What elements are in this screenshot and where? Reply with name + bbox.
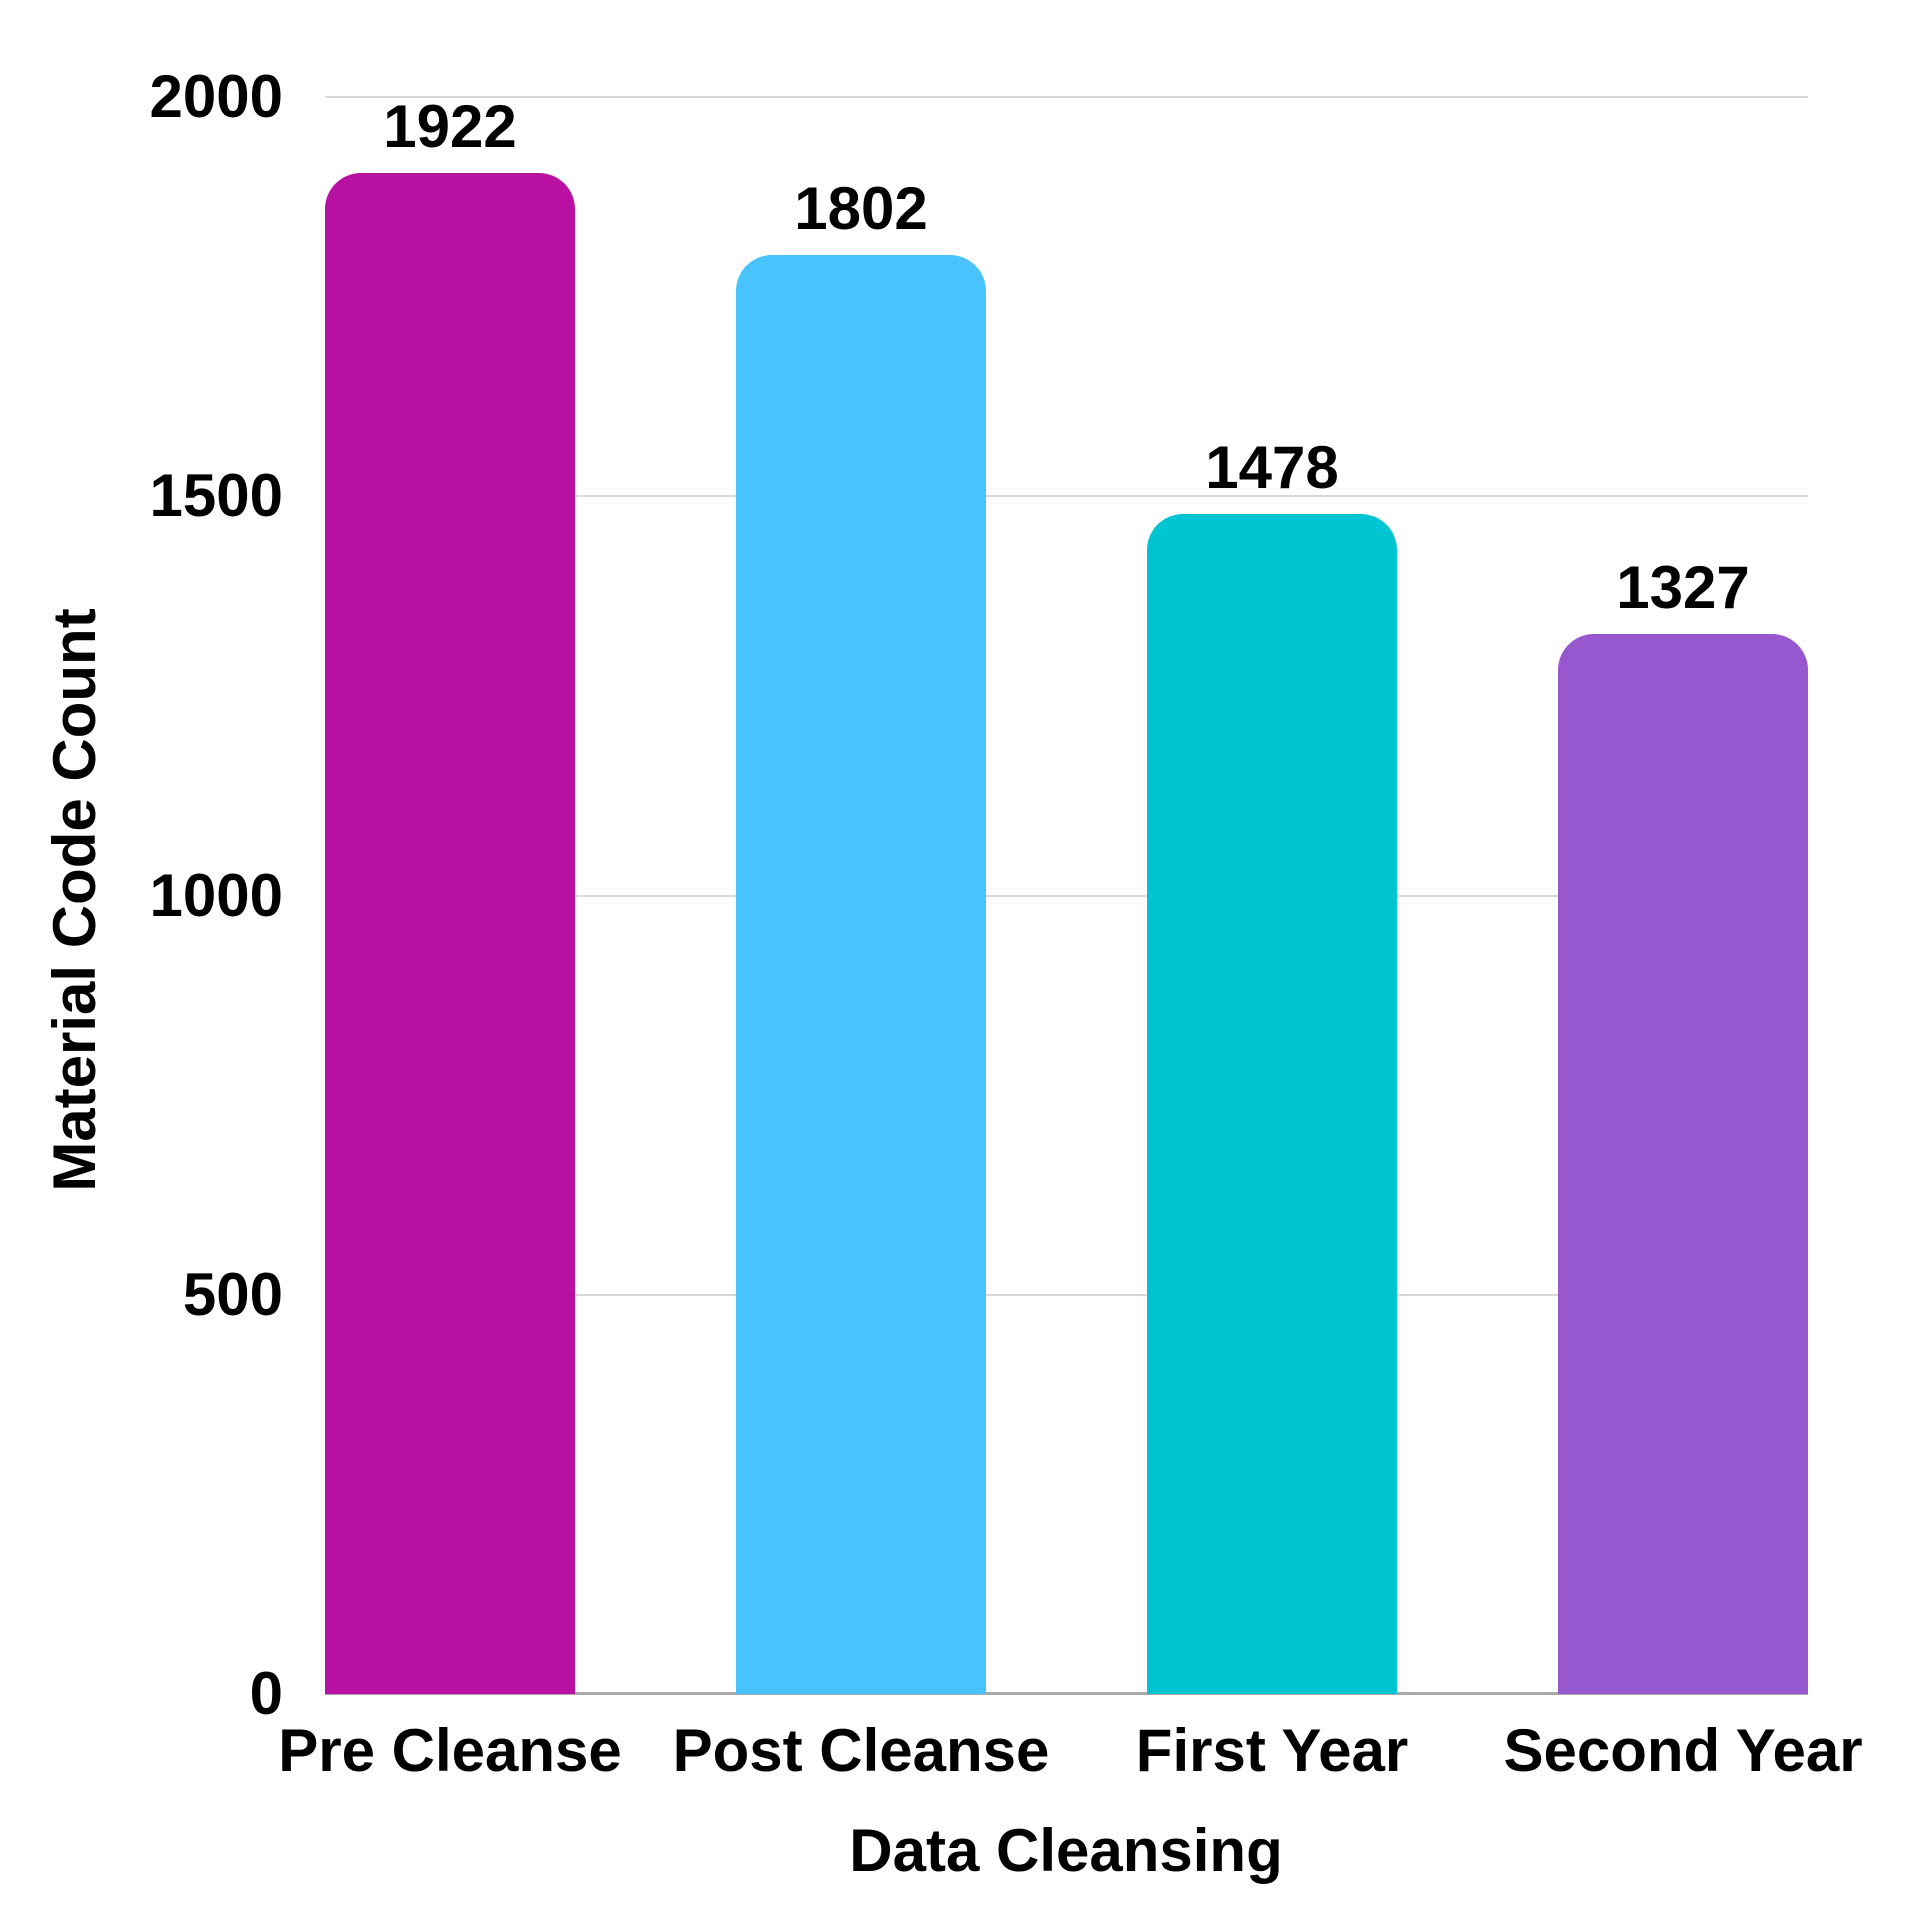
gridline-2000 <box>325 96 1808 98</box>
bar-first-year <box>1147 513 1397 1694</box>
x-axis-tick-labels: Pre Cleanse Post Cleanse First Year Second … <box>0 1718 1920 1788</box>
gridline-1000 <box>325 894 1808 897</box>
x-axis-line <box>325 1692 1808 1695</box>
x-tick-label-post-cleanse: Post Cleanse <box>672 1717 1050 1784</box>
bar-value-label: 1802 <box>794 175 928 243</box>
plot-area: 1922 1802 1478 1327 <box>325 96 1808 1695</box>
bar-group-pre-cleanse: 1922 <box>325 97 575 1694</box>
bar-value-label: 1922 <box>383 93 517 160</box>
y-tick-label-1500: 1500 <box>149 462 283 530</box>
bar-value-label: 1478 <box>1205 433 1339 501</box>
x-tick-label-second-year: Second Year <box>1503 1717 1863 1784</box>
y-axis-tick-labels: 0 500 1000 1500 2000 <box>0 67 283 1724</box>
gridlines <box>325 96 1808 1695</box>
y-tick-label-500: 500 <box>182 1260 283 1328</box>
x-tick-label-first-year: First Year <box>1135 1717 1409 1784</box>
y-tick-label-0: 0 <box>249 1660 283 1727</box>
gridline-500 <box>325 1293 1808 1296</box>
y-tick-label-2000: 2000 <box>149 63 283 130</box>
bars-container: 1922 1802 1478 1327 <box>325 97 1808 1694</box>
bar-group-post-cleanse: 1802 <box>736 97 986 1694</box>
bar-group-first-year: 1478 <box>1147 97 1397 1694</box>
bar-value-label: 1327 <box>1616 554 1750 622</box>
bar-second-year <box>1558 634 1808 1694</box>
bar-pre-cleanse <box>325 173 575 1694</box>
gridline-1500 <box>325 495 1808 498</box>
x-tick-label-pre-cleanse: Pre Cleanse <box>278 1717 622 1784</box>
bar-post-cleanse <box>736 255 986 1694</box>
y-tick-label-1000: 1000 <box>149 861 283 929</box>
bar-group-second-year: 1327 <box>1558 97 1808 1694</box>
x-axis-title: Data Cleansing <box>849 1817 1283 1884</box>
